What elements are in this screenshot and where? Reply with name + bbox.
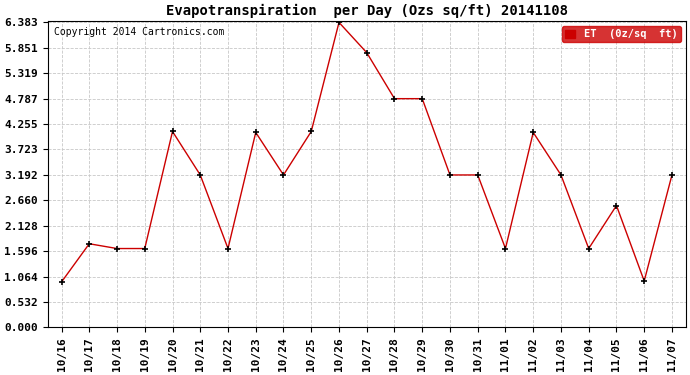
- Title: Evapotranspiration  per Day (Ozs sq/ft) 20141108: Evapotranspiration per Day (Ozs sq/ft) 2…: [166, 4, 568, 18]
- Text: Copyright 2014 Cartronics.com: Copyright 2014 Cartronics.com: [54, 27, 224, 37]
- Legend: ET  (0z/sq  ft): ET (0z/sq ft): [562, 26, 680, 42]
